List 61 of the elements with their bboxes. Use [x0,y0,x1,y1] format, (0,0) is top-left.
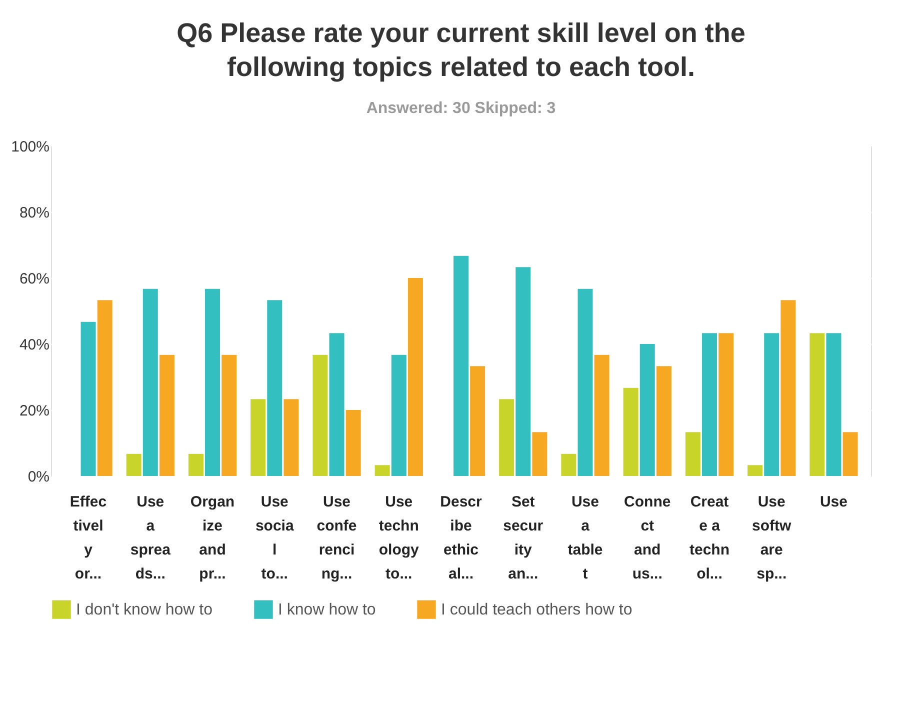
chart-title: Q6 Please rate your current skill level on the following topics related to each tool. [176,18,746,82]
bar [578,288,593,476]
bar [685,432,700,476]
bar [80,322,96,476]
bar [312,354,328,476]
y-tick-label: 20% [19,402,50,420]
x-tick-label: Use a sprea ds... [130,494,172,582]
bar [594,354,610,476]
x-tick-label: Organ ize and pr... [190,494,235,582]
x-tick-label: Use [820,494,848,510]
x-tick-label: Set secur ity an... [503,494,544,582]
x-tick-label: Use socia l to... [255,494,294,582]
y-tick-label: 100% [11,138,50,156]
bar [810,333,825,476]
legend-label: I don't know how to [76,602,213,619]
y-tick-label: 40% [19,336,50,354]
bar [159,354,174,476]
bar [516,267,531,476]
bar [222,354,237,476]
bar [188,454,204,476]
x-tick-label: Creat e a techn ol... [689,494,730,582]
bar [408,278,423,476]
bar [284,399,299,476]
bar [748,465,763,476]
y-tick-label: 0% [28,468,50,486]
y-tick-label: 80% [19,204,50,222]
y-tick-label: 60% [19,270,50,288]
bar [532,432,548,476]
bar [623,388,638,476]
bar [826,333,842,476]
bar [454,256,468,476]
bar [267,300,282,476]
x-tick-label: Use confe renci ng... [316,494,357,582]
bar [640,344,655,476]
bar [205,288,220,476]
x-tick-label: Descr ibe ethic al... [440,494,482,582]
bar [780,300,796,476]
x-tick-label: Effec tivel y or... [70,494,107,582]
bar [346,410,361,476]
bar [126,454,142,476]
chart-subtitle: Answered: 30 Skipped: 3 [366,100,556,117]
bar [470,366,486,476]
bar [842,432,858,476]
legend-label: I could teach others how to [441,602,632,619]
bar [764,333,780,476]
bar [250,399,266,476]
bar [561,454,576,476]
x-tick-label: Use a table t [568,494,603,582]
x-tick-label: Conne ct and us... [624,494,671,582]
bar [702,333,717,476]
x-tick-label: Use techn ology to... [378,494,420,582]
bar [142,288,158,476]
bar [374,465,390,476]
bar [499,399,514,476]
legend-label: I know how to [278,602,376,619]
bar [391,354,406,476]
bar [718,333,734,476]
x-tick-label: Use softw are sp... [752,494,792,582]
bar [329,333,344,476]
bar [656,366,672,476]
bar [97,300,112,476]
